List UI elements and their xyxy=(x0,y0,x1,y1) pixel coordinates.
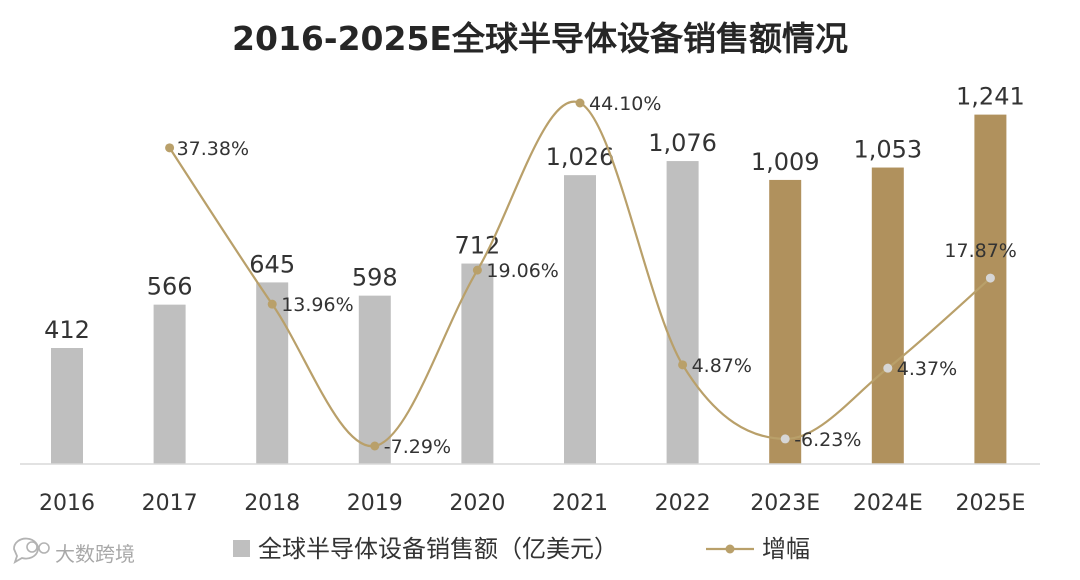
x-tick-2022: 2022 xyxy=(655,491,711,516)
legend-bar-swatch xyxy=(233,540,250,557)
bar-2016 xyxy=(51,348,83,464)
growth-marker-2024E xyxy=(883,363,893,373)
growth-line xyxy=(168,100,992,448)
bar-label-2023E: 1,009 xyxy=(751,148,820,176)
legend-bar-label: 全球半导体设备销售额（亿美元） xyxy=(258,535,618,563)
bar-label-2019: 598 xyxy=(352,264,398,292)
growth-markers xyxy=(165,98,995,451)
x-tick-2023E: 2023E xyxy=(750,491,820,516)
x-tick-2024E: 2024E xyxy=(853,491,923,516)
bar-2023E xyxy=(769,179,802,465)
growth-marker-2021 xyxy=(575,98,585,108)
legend-line-label: 增幅 xyxy=(762,535,810,563)
chart-title: 2016-2025E全球半导体设备销售额情况 xyxy=(232,19,848,58)
growth-marker-2018 xyxy=(267,299,277,309)
x-tick-2018: 2018 xyxy=(244,491,300,516)
growth-label-2022: 4.87% xyxy=(692,355,752,377)
growth-marker-2019 xyxy=(370,441,380,451)
bar-series xyxy=(51,114,1007,465)
growth-label-2019: -7.29% xyxy=(384,436,451,458)
legend-line-marker xyxy=(725,544,735,554)
watermark-text: 大数跨境 xyxy=(55,542,135,566)
x-tick-2017: 2017 xyxy=(142,491,198,516)
bar-2024E xyxy=(871,167,904,465)
x-tick-labels: 2016 2017 2018 2019 2020 2021 2022 2023E 2024E 20… xyxy=(39,491,1025,516)
x-tick-2025E: 2025E xyxy=(955,491,1025,516)
bar-label-2021: 1,026 xyxy=(546,143,615,171)
x-tick-2021: 2021 xyxy=(552,491,608,516)
growth-label-2021: 44.10% xyxy=(589,93,661,115)
x-tick-2020: 2020 xyxy=(449,491,505,516)
x-tick-2016: 2016 xyxy=(39,491,95,516)
growth-marker-2020 xyxy=(472,265,482,275)
growth-marker-2022 xyxy=(678,360,688,370)
growth-marker-2023E xyxy=(780,434,790,444)
bar-2025E xyxy=(974,114,1007,464)
bar-label-2017: 566 xyxy=(147,273,193,301)
growth-label-2020: 19.06% xyxy=(486,260,558,282)
bar-label-2022: 1,076 xyxy=(648,129,717,157)
chat-bubble-icon xyxy=(13,537,50,564)
x-tick-2019: 2019 xyxy=(347,491,403,516)
bar-2018 xyxy=(256,282,289,464)
bar-2017 xyxy=(153,304,186,464)
legend: 全球半导体设备销售额（亿美元） 增幅 xyxy=(233,535,810,563)
watermark: 大数跨境 xyxy=(13,537,135,566)
growth-label-2025E: 17.87% xyxy=(944,240,1016,262)
bar-label-2024E: 1,053 xyxy=(853,136,922,164)
growth-label-2017: 37.38% xyxy=(177,138,249,160)
bar-value-labels: 412 566 645 598 712 1,026 1,076 1,009 1,053 1,241 xyxy=(44,83,1025,344)
bar-label-2016: 412 xyxy=(44,316,90,344)
bar-2022 xyxy=(666,161,699,464)
bar-2020 xyxy=(461,263,494,464)
growth-marker-2017 xyxy=(165,143,175,153)
bar-2019 xyxy=(358,295,391,464)
growth-label-2024E: 4.37% xyxy=(897,358,957,380)
bar-label-2025E: 1,241 xyxy=(956,83,1025,111)
growth-labels: 37.38% 13.96% -7.29% 19.06% 44.10% 4.87% -6.23… xyxy=(177,93,1017,458)
bar-label-2020: 712 xyxy=(454,232,500,260)
growth-marker-2025E xyxy=(985,273,995,283)
bar-2021 xyxy=(564,175,596,464)
growth-label-2023E: -6.23% xyxy=(794,429,861,451)
bar-label-2018: 645 xyxy=(249,250,295,278)
growth-label-2018: 13.96% xyxy=(281,294,353,316)
